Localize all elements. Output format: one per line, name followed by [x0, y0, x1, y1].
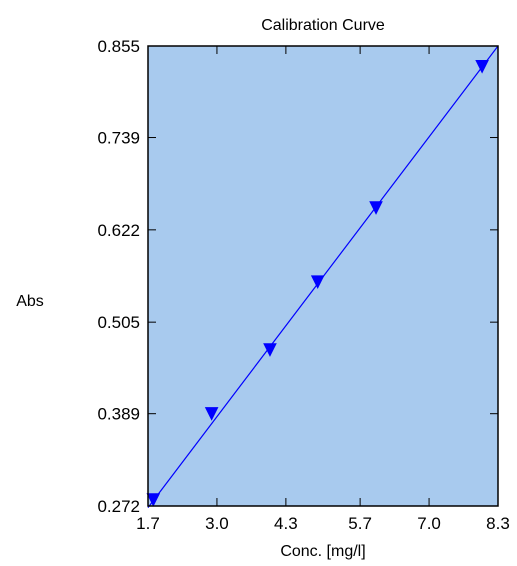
- x-tick-label: 1.7: [136, 514, 160, 533]
- y-tick-label: 0.622: [97, 221, 140, 240]
- x-tick-label: 7.0: [417, 514, 441, 533]
- data-point-marker: [310, 275, 325, 290]
- y-tick-label: 0.505: [97, 313, 140, 332]
- data-points-layer: [146, 60, 489, 507]
- x-tick-label: 5.7: [348, 514, 372, 533]
- x-tick-label: 4.3: [274, 514, 298, 533]
- data-point-marker: [263, 343, 277, 357]
- y-tick-label: 0.739: [97, 129, 140, 148]
- data-point-marker: [475, 60, 489, 74]
- data-point-marker: [369, 201, 383, 215]
- ticks-layer: 1.7 3.0 4.3 5.7 7.0 8.3 0.272 0.389 0.505 0.622 0.…: [97, 37, 509, 533]
- x-tick-label: 3.0: [205, 514, 229, 533]
- x-axis-label: Conc. [mg/l]: [280, 543, 365, 560]
- y-tick-label: 0.855: [97, 37, 140, 56]
- data-point-marker: [146, 493, 161, 507]
- data-point-marker: [204, 407, 219, 421]
- y-axis-label: Abs: [16, 293, 44, 310]
- plot-frame: [147, 45, 499, 507]
- y-tick-label: 0.389: [97, 405, 140, 424]
- x-tick-label: 8.3: [486, 514, 510, 533]
- y-tick-label: 0.272: [97, 497, 140, 516]
- chart-title: Calibration Curve: [261, 17, 385, 34]
